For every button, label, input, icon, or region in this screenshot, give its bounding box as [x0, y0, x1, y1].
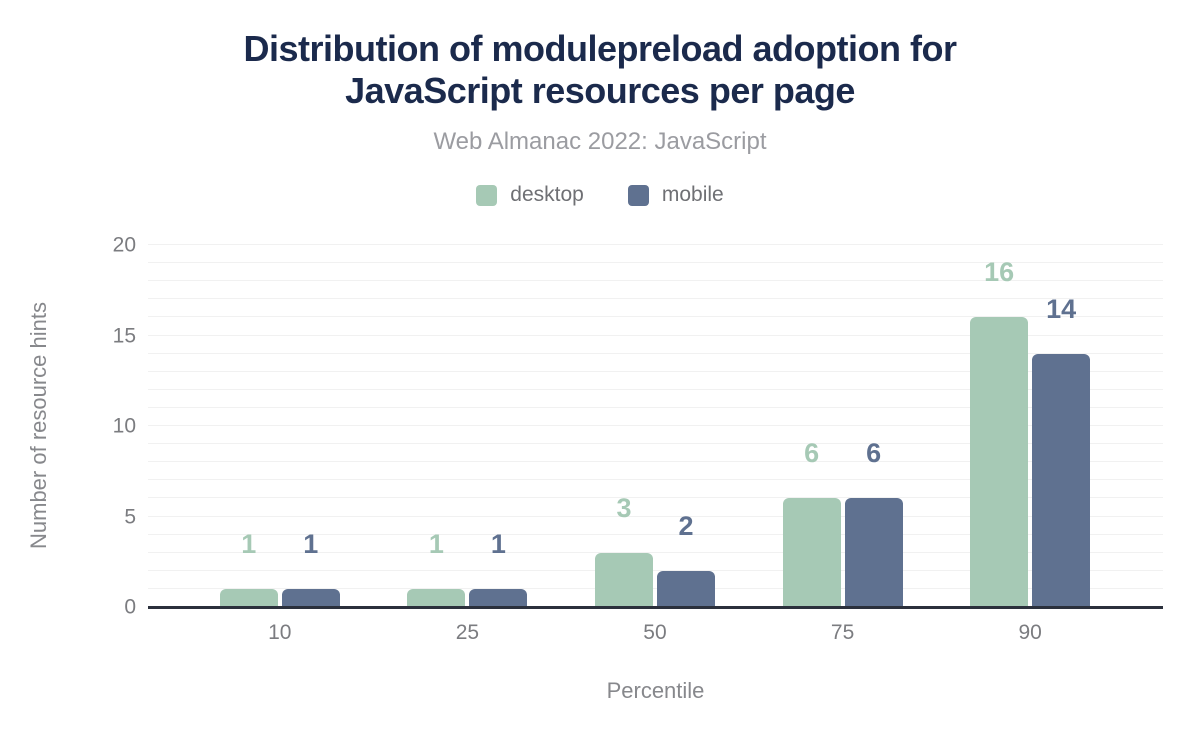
bar-desktop-p25[interactable]: 1 [407, 530, 466, 607]
x-axis-tick-labels: 10 25 50 75 90 [186, 621, 1124, 645]
legend: desktop mobile [0, 183, 1200, 207]
gridline [148, 352, 1163, 354]
x-tick-25: 25 [455, 621, 480, 644]
bar-desktop-p10[interactable]: 1 [219, 530, 278, 607]
y-tick-15: 15 [112, 324, 136, 347]
y-tick-20: 20 [112, 233, 136, 257]
x-tick-75: 75 [830, 621, 855, 644]
gridline [148, 298, 1163, 300]
gridline [148, 425, 1163, 426]
bar-desktop-p90[interactable]: 16 [970, 259, 1029, 607]
value-label-desktop-p75: 6 [804, 438, 820, 469]
gridline [148, 406, 1163, 408]
y-tick-10: 10 [112, 414, 136, 438]
legend-swatch-icon [627, 184, 649, 206]
bar-desktop-p75[interactable]: 6 [782, 440, 841, 607]
gridline [148, 334, 1163, 336]
value-label-desktop-p25: 1 [428, 528, 444, 559]
gridline [148, 515, 1163, 517]
bar-groups: 1 1 1 1 3 2 6 6 16 14 [186, 245, 1124, 607]
legend-label-mobile: mobile [661, 183, 724, 206]
gridline [148, 370, 1163, 372]
bar-mobile-p10[interactable]: 1 [281, 530, 340, 607]
gridline [148, 497, 1163, 499]
y-axis-tick-labels: 0 5 10 15 20 [0, 235, 136, 618]
chart-subtitle: Web Almanac 2022: JavaScript [433, 128, 767, 155]
legend-item-mobile[interactable]: mobile [627, 183, 724, 207]
x-axis-title: Percentile [606, 678, 705, 703]
gridline [148, 461, 1163, 463]
x-tick-10: 10 [268, 621, 292, 644]
value-label-mobile-p25: 1 [490, 528, 506, 559]
legend-swatch-icon [476, 184, 498, 206]
value-label-desktop-p10: 1 [241, 528, 257, 559]
gridline [148, 569, 1163, 571]
bar-group-p90: 16 14 [936, 245, 1124, 607]
gridline [148, 443, 1163, 445]
legend-label-desktop: desktop [510, 183, 584, 206]
value-label-desktop-p50: 3 [616, 492, 632, 523]
chart-title-line-1: Distribution of modulepreload adoption f… [243, 28, 957, 69]
value-label-mobile-p90: 14 [1046, 293, 1077, 324]
x-tick-50: 50 [643, 621, 667, 644]
x-tick-90: 90 [1018, 621, 1042, 644]
gridline [148, 316, 1163, 318]
value-label-mobile-p50: 2 [678, 510, 694, 541]
gridline [148, 244, 1163, 245]
bar-mobile-p25[interactable]: 1 [469, 530, 528, 607]
y-tick-5: 5 [124, 505, 136, 528]
bar-mobile-p50[interactable]: 2 [656, 512, 715, 607]
x-axis-line [148, 606, 1163, 609]
bar-mobile-p90[interactable]: 14 [1032, 295, 1091, 607]
chart-title-line-2: JavaScript resources per page [345, 70, 855, 112]
chart-title: Distribution of modulepreload adoption f… [0, 28, 1200, 113]
gridline [148, 262, 1163, 264]
gridline [148, 280, 1163, 282]
gridline [148, 388, 1163, 390]
gridline [148, 533, 1163, 535]
gridline [148, 587, 1163, 589]
plot-area: 1 1 1 1 3 2 6 6 16 14 [148, 244, 1163, 609]
value-label-desktop-p90: 16 [984, 257, 1015, 288]
gridline [148, 551, 1163, 553]
legend-item-desktop[interactable]: desktop [476, 183, 584, 207]
gridline [148, 479, 1163, 481]
value-label-mobile-p75: 6 [866, 438, 882, 469]
value-label-mobile-p10: 1 [303, 528, 319, 559]
bar-mobile-p75[interactable]: 6 [844, 440, 903, 607]
bar-desktop-p50[interactable]: 3 [594, 494, 653, 607]
y-tick-0: 0 [124, 595, 136, 619]
